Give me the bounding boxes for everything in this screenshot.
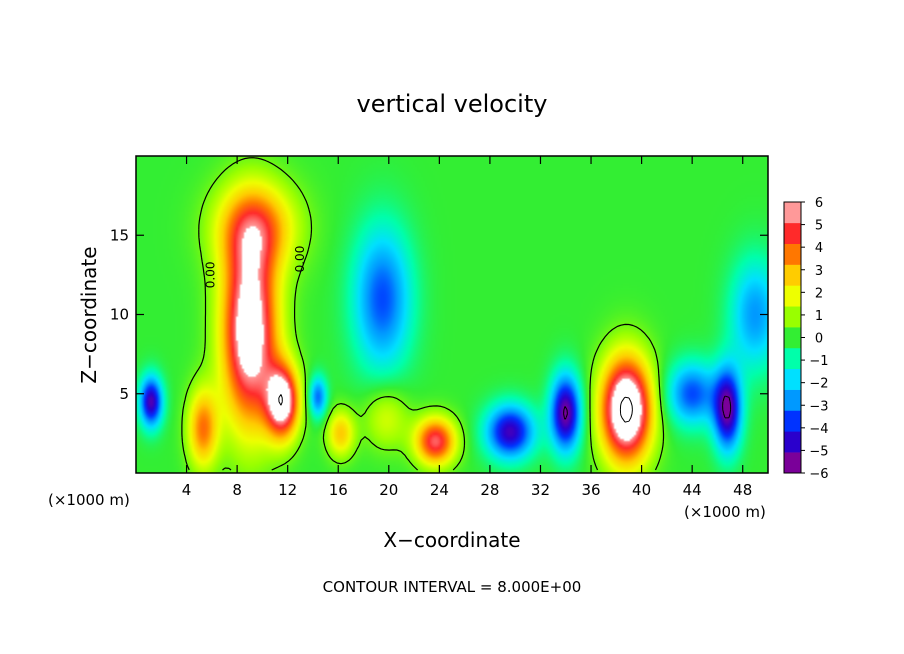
colorbar-swatch [784, 243, 801, 265]
colorbar-tick-label: −4 [809, 422, 828, 437]
colorbar-swatch [784, 264, 801, 286]
x-unit-left: (×1000 m) [48, 491, 130, 509]
colorbar-tick-label: 5 [815, 219, 823, 234]
x-tick-label: 4 [182, 481, 192, 499]
x-axis: 4 8 12 16 20 24 28 32 36 40 44 48 [182, 156, 752, 499]
y-axis: 5 10 15 [110, 226, 768, 403]
colorbar-swatch [784, 327, 801, 349]
x-tick-label: 32 [531, 481, 550, 499]
colorbar-tick-label: −6 [809, 467, 828, 482]
x-tick-label: 20 [379, 481, 398, 499]
colorbar-swatch [784, 431, 801, 453]
colorbar-tick-label: 4 [815, 241, 823, 256]
x-tick-label: 28 [480, 481, 499, 499]
x-tick-label: 36 [581, 481, 600, 499]
colorbar-swatch [784, 285, 801, 307]
colorbar-swatch [784, 347, 801, 370]
colorbar-tick-label: −2 [809, 377, 828, 392]
colorbar-tick-label: −5 [809, 444, 828, 459]
zero-contours: 0.00 0.00 [181, 157, 732, 471]
colorbar-swatch [784, 389, 801, 411]
x-tick-label: 8 [232, 481, 242, 499]
x-tick-label: 40 [632, 481, 651, 499]
colorbar-swatch [784, 202, 801, 224]
contour-label: 0.00 [293, 246, 307, 273]
positive-contour-line [278, 394, 633, 423]
x-unit-right: (×1000 m) [684, 503, 766, 521]
colorbar-tick-label: 0 [815, 332, 823, 347]
zero-contour-line [181, 157, 665, 471]
contour-label: 0.00 [203, 262, 217, 289]
colorbar-swatch [784, 368, 801, 390]
colorbar-swatch [784, 410, 801, 432]
colorbar-swatch [784, 452, 801, 474]
contour-interval-note: CONTOUR INTERVAL = 8.000E+00 [323, 578, 582, 596]
x-tick-label: 24 [430, 481, 449, 499]
y-tick-label: 5 [119, 385, 129, 403]
x-tick-label: 12 [278, 481, 297, 499]
chart-title: vertical velocity [357, 90, 548, 118]
y-tick-label: 10 [110, 306, 129, 324]
colorbar-tick-label: 1 [815, 309, 823, 324]
y-tick-label: 15 [110, 226, 129, 244]
x-tick-label: 48 [733, 481, 752, 499]
colorbar-swatch [784, 306, 801, 328]
colorbar-tick-label: 3 [815, 264, 823, 279]
colorbar-tick-label: 2 [815, 286, 823, 301]
y-axis-label: Z−coordinate [77, 246, 101, 383]
negative-contour-line [563, 395, 732, 420]
colorbar-tick-label: −3 [809, 399, 828, 414]
colorbar-swatch [784, 222, 801, 244]
colorbar: 6 5 4 3 2 1 0 −1 −2 −3 −4 −5 −6 [783, 196, 829, 482]
x-tick-label: 16 [329, 481, 348, 499]
heatmap-image [136, 156, 768, 473]
x-tick-label: 44 [683, 481, 702, 499]
x-axis-label: X−coordinate [383, 528, 520, 552]
colorbar-tick-label: −1 [809, 354, 828, 369]
colorbar-tick-label: 6 [815, 196, 823, 211]
